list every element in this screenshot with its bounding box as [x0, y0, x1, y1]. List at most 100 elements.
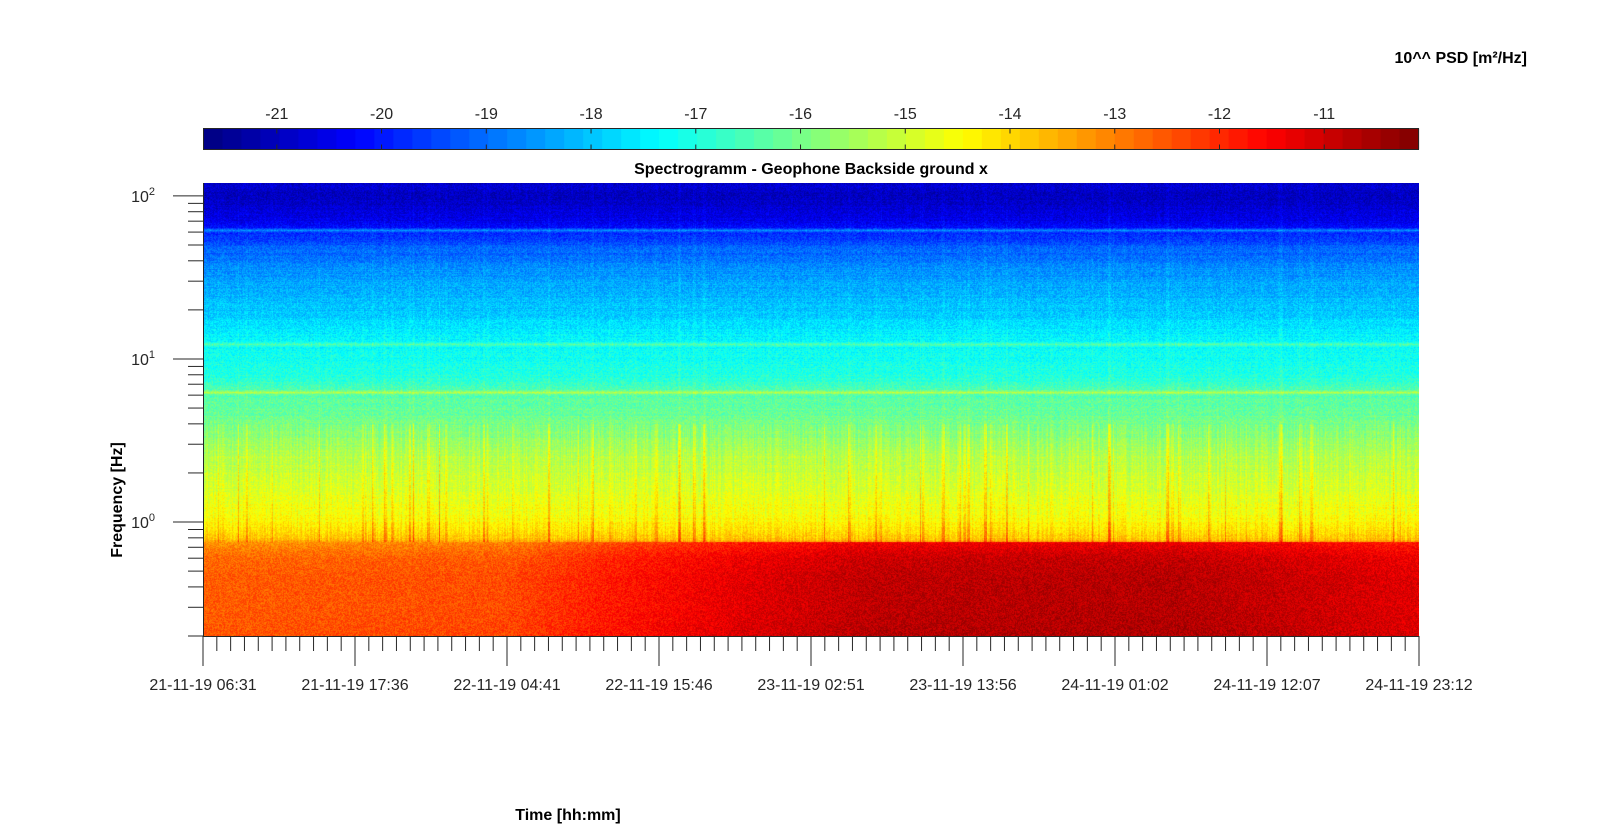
colorbar-block — [735, 128, 755, 150]
y-tick-label-exponent: 2 — [149, 186, 155, 198]
colorbar-block — [905, 128, 926, 150]
colorbar-block — [336, 128, 356, 150]
y-tick-label-base: 10 — [131, 515, 149, 532]
colorbar-block — [1228, 128, 1249, 150]
colorbar-tick-label: -21 — [265, 106, 288, 123]
colorbar-block — [203, 128, 224, 150]
colorbar-block — [1247, 128, 1268, 150]
colorbar-block — [640, 128, 660, 150]
colorbar-block — [507, 128, 527, 150]
colorbar-block — [1304, 128, 1325, 150]
colorbar-block — [867, 128, 888, 150]
colorbar-tick-label: -14 — [998, 106, 1021, 123]
x-tick-label: 23-11-19 02:51 — [757, 677, 864, 694]
colorbar-block — [1361, 128, 1382, 150]
x-axis-label: Time [hh:mm] — [515, 807, 620, 824]
colorbar-block — [1399, 128, 1420, 150]
colorbar-block — [1323, 128, 1344, 150]
colorbar-block — [1209, 128, 1230, 150]
colorbar-tick-label: -15 — [894, 106, 917, 123]
y-tick-label-exponent: 1 — [149, 349, 155, 361]
colorbar-block — [792, 128, 812, 150]
x-tick-label: 22-11-19 04:41 — [453, 677, 560, 694]
y-tick-label-exponent: 0 — [149, 512, 155, 524]
y-axis-label: Frequency [Hz] — [109, 442, 126, 558]
colorbar-block — [393, 128, 413, 150]
colorbar-block — [355, 128, 375, 150]
colorbar-block — [1171, 128, 1192, 150]
colorbar-tick-label: -13 — [1103, 106, 1126, 123]
colorbar-block — [773, 128, 793, 150]
x-tick-label: 21-11-19 17:36 — [301, 677, 408, 694]
x-tick-label: 23-11-19 13:56 — [909, 677, 1016, 694]
colorbar-block — [886, 128, 907, 150]
colorbar-block — [754, 128, 774, 150]
colorbar-block — [678, 128, 698, 150]
colorbar-block — [222, 128, 243, 150]
colorbar-block — [1076, 128, 1097, 150]
colorbar-tick-label: -12 — [1208, 106, 1231, 123]
colorbar-block — [829, 128, 850, 150]
colorbar-block — [848, 128, 869, 150]
colorbar-block — [564, 128, 584, 150]
colorbar-block — [279, 128, 300, 150]
colorbar: -21 -20 -19 -18 -17 -16 -15 -14 -13 -12 -11 — [203, 106, 1420, 150]
colorbar-block — [602, 128, 622, 150]
colorbar-gradient — [203, 128, 1420, 150]
colorbar-block — [545, 128, 565, 150]
colorbar-block — [1095, 128, 1116, 150]
x-tick-label: 24-11-19 23:12 — [1365, 677, 1472, 694]
colorbar-block — [1038, 128, 1059, 150]
colorbar-tick-label: -18 — [579, 106, 602, 123]
x-axis-ticks: 21-11-19 06:31 21-11-19 17:36 22-11-19 04:… — [149, 636, 1473, 694]
colorbar-block — [1285, 128, 1306, 150]
colorbar-block — [981, 128, 1002, 150]
colorbar-frame — [203, 128, 1419, 150]
spectrogram-image — [203, 183, 1419, 636]
colorbar-block — [1019, 128, 1040, 150]
colorbar-block — [621, 128, 641, 150]
colorbar-block — [811, 128, 831, 150]
colorbar-block — [1114, 128, 1135, 150]
colorbar-block — [1190, 128, 1211, 150]
y-tick-label: 102 — [131, 186, 155, 206]
colorbar-tick-label: -11 — [1313, 106, 1335, 123]
colorbar-block — [298, 128, 319, 150]
colorbar-block — [412, 128, 432, 150]
colorbar-tick-label: -17 — [684, 106, 707, 123]
colorbar-block — [469, 128, 489, 150]
colorbar-block — [924, 128, 945, 150]
colorbar-block — [488, 128, 508, 150]
colorbar-block — [317, 128, 337, 150]
colorbar-block — [526, 128, 546, 150]
x-tick-label: 24-11-19 01:02 — [1061, 677, 1168, 694]
colorbar-tick-label: -16 — [789, 106, 812, 123]
y-tick-label: 101 — [131, 349, 155, 369]
colorbar-block — [962, 128, 983, 150]
colorbar-block — [450, 128, 470, 150]
colorbar-block — [1266, 128, 1287, 150]
colorbar-block — [374, 128, 394, 150]
colorbar-block — [431, 128, 451, 150]
colorbar-block — [943, 128, 964, 150]
colorbar-block — [241, 128, 262, 150]
colorbar-block — [716, 128, 736, 150]
colorbar-tick-label: -20 — [370, 106, 393, 123]
colorbar-block — [1152, 128, 1173, 150]
colorbar-block — [1133, 128, 1154, 150]
y-tick-label-base: 10 — [131, 189, 149, 206]
y-tick-label-base: 10 — [131, 352, 149, 369]
y-tick-label: 100 — [131, 512, 155, 532]
colorbar-tick-label: -19 — [475, 106, 498, 123]
colorbar-block — [1057, 128, 1078, 150]
colorbar-block — [260, 128, 281, 150]
colorbar-label: 10^^ PSD [m²/Hz] — [1395, 50, 1527, 67]
chart-title: Spectrogramm - Geophone Backside ground … — [634, 161, 988, 178]
colorbar-block — [1342, 128, 1363, 150]
x-tick-label: 21-11-19 06:31 — [149, 677, 256, 694]
colorbar-block — [697, 128, 717, 150]
colorbar-block — [583, 128, 603, 150]
